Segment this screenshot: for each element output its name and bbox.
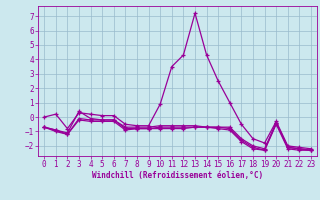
X-axis label: Windchill (Refroidissement éolien,°C): Windchill (Refroidissement éolien,°C): [92, 171, 263, 180]
